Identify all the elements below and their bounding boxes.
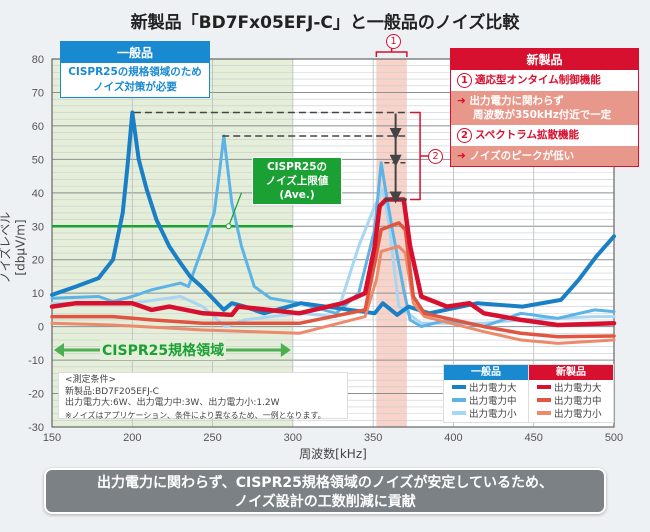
y-tick-label: 70 (32, 87, 44, 99)
feature-1-result-line1: 出力電力に関わらず (469, 95, 564, 107)
legend-label: 出力電力小 (554, 408, 602, 420)
summary-banner: 出力電力に関わらず、CISPR25規格領域のノイズが安定しているため、 ノイズ設… (44, 468, 606, 514)
new-product-callout: 新製品 1 適応型オンタイム制御機能 ➜ 出力電力に関わらず周波数が350kHz付… (450, 48, 639, 167)
legend-label: 出力電力大 (554, 382, 602, 394)
y-tick-label: -10 (28, 355, 44, 367)
y-tick-label: -30 (28, 422, 44, 434)
legend-label: 出力電力中 (554, 395, 602, 407)
x-tick-label: 300 (284, 432, 302, 444)
legend-item-general-large: 出力電力大 (444, 380, 528, 394)
feature-2-label: スペクトラム拡散機能 (475, 129, 579, 141)
general-product-callout: 一般品 CISPR25の規格領域のため ノイズ対策が必要 (60, 41, 210, 98)
legend-item-new-mid: 出力電力中 (529, 393, 613, 407)
feature-1-result-line2: 周波数が350kHz付近で一定 (473, 109, 612, 121)
legend-item-general-mid: 出力電力中 (444, 393, 528, 407)
general-callout-header: 一般品 (61, 42, 209, 63)
legend-label: 出力電力中 (469, 395, 517, 407)
arrow-icon: ➜ (457, 150, 466, 162)
conditions-power: 出力電力大:6W、出力電力中:3W、出力電力小:1.2W (65, 398, 280, 408)
series-line-new-small (50, 244, 616, 345)
plot-border (51, 58, 615, 428)
series-line-general-small (50, 188, 616, 329)
legend-new-header: 新製品 (529, 365, 613, 380)
y-tick-label: 0 (38, 322, 44, 334)
x-tick-label: 200 (123, 432, 141, 444)
limit-callout-dot (225, 223, 232, 230)
x-tick-label: 250 (203, 432, 221, 444)
feature-2-result: ノイズのピークが低い (469, 150, 575, 162)
series-line-new-mid (50, 221, 616, 339)
y-axis-label: ノイズレベル[dbμV/m] (0, 211, 28, 284)
summary-line2: ノイズ設計の工数削減に貢献 (234, 494, 416, 510)
limit-callout-line2: ノイズ上限値 (265, 175, 329, 187)
new-callout-header: 新製品 (451, 49, 638, 70)
legend-item-new-large: 出力電力大 (529, 380, 613, 394)
conditions-product: 新製品:BD7F205EFJ-C (65, 386, 159, 397)
region-arrow-right (280, 343, 291, 358)
legend-label: 出力電力大 (469, 382, 517, 394)
reduction-bracket (410, 111, 429, 201)
x-tick-label: 500 (605, 432, 623, 444)
legend: 一般品 出力電力大 出力電力中 出力電力小 新製品 出力電力大 出力電力中 出力… (443, 364, 614, 423)
callout-number-2: 2 (457, 128, 472, 143)
y-tick-label: 80 (32, 54, 44, 66)
y-tick-label: 60 (32, 121, 44, 133)
limit-callout-line3: (Ave.) (279, 189, 315, 201)
summary-line1: 出力電力に関わらず、CISPR25規格領域のノイズが安定しているため、 (97, 475, 553, 491)
x-tick-label: 150 (43, 432, 61, 444)
legend-label: 出力電力小 (469, 408, 517, 420)
conditions-note: ※ノイズはアプリケーション、条件により異なるため、一例となります。 (65, 410, 326, 420)
feature-1-label: 適応型オンタイム制御機能 (475, 74, 601, 86)
general-callout-line1: CISPR25の規格領域のため (68, 66, 202, 78)
chart-title: 新製品「BD7Fx05EFJ-C」と一般品のノイズ比較 (130, 13, 520, 33)
callout-marker-1: 1 (386, 34, 401, 49)
limit-callout-line1: CISPR25の (266, 161, 328, 173)
legend-item-new-small: 出力電力小 (529, 406, 613, 420)
legend-item-general-small: 出力電力小 (444, 406, 528, 420)
callout-number-1: 1 (457, 73, 472, 88)
y-tick-label: 10 (32, 288, 44, 300)
cispr25-region-label: CISPR25規格領域 (100, 340, 227, 360)
y-tick-label: 40 (32, 188, 44, 200)
cispr25-region (52, 59, 293, 427)
y-tick-label: -20 (28, 389, 44, 401)
series-line-new-large (49, 197, 617, 328)
general-callout-line2: ノイズ対策が必要 (93, 81, 177, 93)
x-axis-label: 周波数[kHz] (299, 447, 367, 461)
x-tick-label: 450 (525, 432, 543, 444)
callout-marker-2: 2 (428, 149, 443, 164)
limit-callout-leader (228, 192, 243, 227)
legend-general-header: 一般品 (444, 365, 528, 380)
x-tick-label: 350 (364, 432, 382, 444)
region-arrow-left (54, 343, 64, 358)
x-tick-label: 400 (444, 432, 462, 444)
y-tick-label: 30 (32, 221, 44, 233)
conditions-title: <測定条件> (65, 375, 117, 385)
measurement-conditions: <測定条件> 新製品:BD7F205EFJ-C 出力電力大:6W、出力電力中:3… (58, 372, 348, 420)
y-tick-label: 50 (32, 154, 44, 166)
y-tick-label: 20 (32, 255, 44, 267)
arrow-icon: ➜ (457, 95, 466, 107)
limit-callout: CISPR25の ノイズ上限値 (Ave.) (252, 157, 342, 205)
